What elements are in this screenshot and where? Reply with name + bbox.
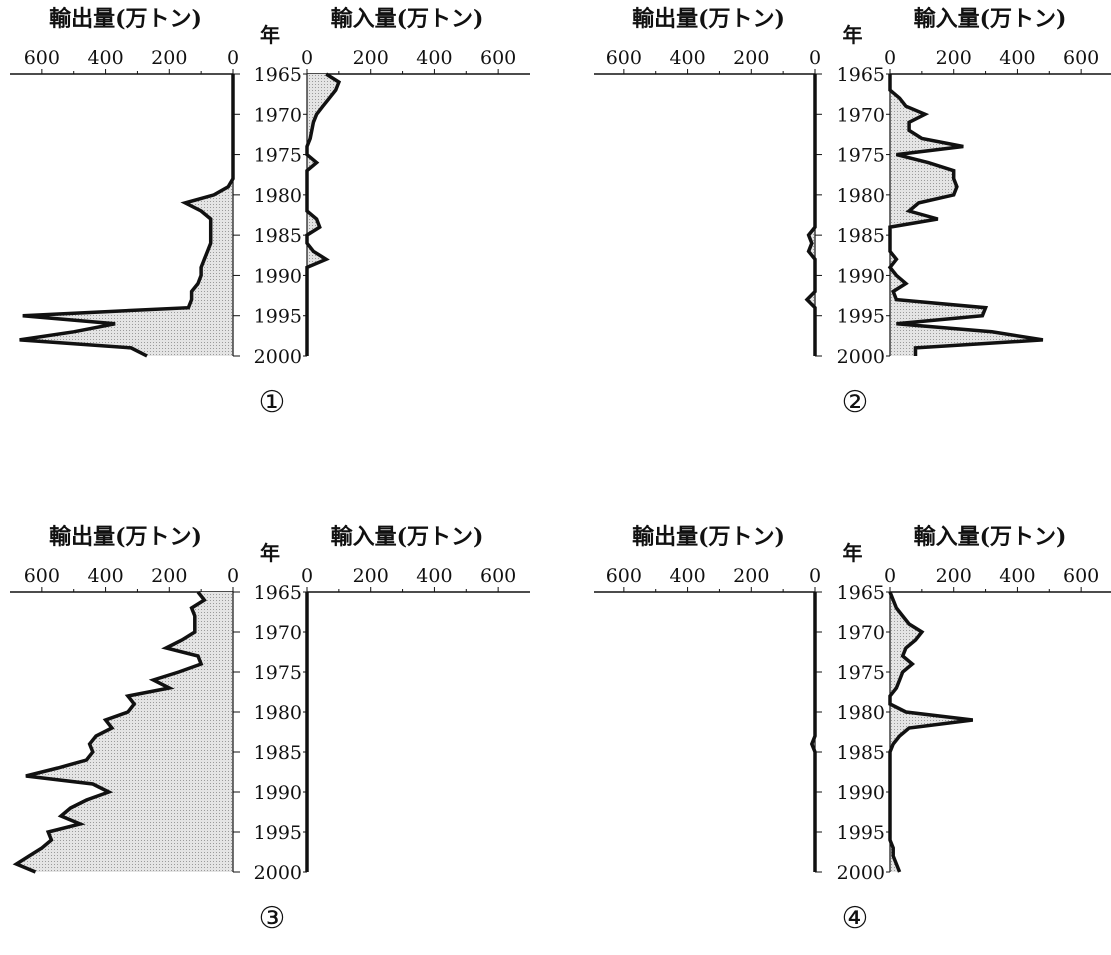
import-tick-label: 600 xyxy=(480,47,516,69)
import-tick-label: 0 xyxy=(301,565,313,587)
year-tick-label: 1990 xyxy=(837,782,885,804)
export-tick-label: 600 xyxy=(606,565,642,587)
year-tick-label: 2000 xyxy=(837,346,885,368)
import-tick-label: 600 xyxy=(1063,47,1099,69)
import-series-area xyxy=(890,74,1043,356)
year-tick-label: 1990 xyxy=(254,265,302,287)
year-tick-label: 1995 xyxy=(837,822,885,844)
year-tick-label: 1965 xyxy=(837,582,885,604)
year-tick-label: 1965 xyxy=(837,64,885,86)
year-axis-title: 年 xyxy=(260,23,280,47)
export-series-line xyxy=(12,590,207,874)
export-tick-label: 200 xyxy=(733,565,769,587)
export-axis-title: 輸出量(万トン) xyxy=(49,524,202,550)
year-tick-label: 1995 xyxy=(837,306,885,328)
year-axis-title: 年 xyxy=(260,541,280,565)
import-axis-title: 輸入量(万トン) xyxy=(914,6,1067,32)
import-tick-label: 200 xyxy=(353,565,389,587)
export-tick-label: 0 xyxy=(809,47,821,69)
year-axis-title: 年 xyxy=(843,23,863,47)
year-tick-label: 1975 xyxy=(837,145,885,167)
import-tick-label: 0 xyxy=(301,47,313,69)
year-tick-label: 1970 xyxy=(837,104,885,126)
export-series-line xyxy=(804,74,817,356)
export-tick-label: 400 xyxy=(87,565,123,587)
import-series-area xyxy=(890,592,973,872)
export-tick-label: 400 xyxy=(669,565,705,587)
panel-number-label: ② xyxy=(842,385,869,420)
year-tick-label: 2000 xyxy=(254,862,302,884)
export-tick-label: 200 xyxy=(151,47,187,69)
export-tick-label: 400 xyxy=(87,47,123,69)
year-tick-label: 2000 xyxy=(837,862,885,884)
year-tick-label: 1985 xyxy=(254,742,302,764)
year-tick-label: 1965 xyxy=(254,582,302,604)
year-tick-label: 2000 xyxy=(254,346,302,368)
export-tick-label: 0 xyxy=(227,47,239,69)
import-tick-label: 600 xyxy=(1063,565,1099,587)
year-tick-label: 1995 xyxy=(254,306,302,328)
year-tick-label: 1975 xyxy=(837,662,885,684)
import-tick-label: 200 xyxy=(936,47,972,69)
export-axis-title: 輸出量(万トン) xyxy=(49,6,202,32)
import-tick-label: 400 xyxy=(999,47,1035,69)
year-tick-label: 1980 xyxy=(254,702,302,724)
year-tick-label: 1975 xyxy=(254,145,302,167)
panel-number-label: ① xyxy=(259,385,286,420)
export-tick-label: 400 xyxy=(669,47,705,69)
export-series-area xyxy=(19,74,233,356)
import-axis-title: 輸入量(万トン) xyxy=(331,6,484,32)
year-tick-label: 1965 xyxy=(254,64,302,86)
year-tick-label: 1990 xyxy=(254,782,302,804)
year-tick-label: 1980 xyxy=(837,702,885,724)
import-axis-title: 輸入量(万トン) xyxy=(331,524,484,550)
year-tick-label: 1970 xyxy=(254,622,302,644)
import-tick-label: 600 xyxy=(480,565,516,587)
export-tick-label: 600 xyxy=(24,565,60,587)
panel-number-label: ③ xyxy=(259,901,286,936)
year-tick-label: 1980 xyxy=(254,185,302,207)
year-tick-label: 1985 xyxy=(837,742,885,764)
export-tick-label: 0 xyxy=(809,565,821,587)
panel-number-label: ④ xyxy=(842,901,869,936)
year-tick-label: 1970 xyxy=(254,104,302,126)
import-series-line xyxy=(887,74,1044,356)
export-series-area xyxy=(807,74,815,356)
import-series-area xyxy=(307,74,339,356)
year-tick-label: 1970 xyxy=(837,622,885,644)
import-tick-label: 400 xyxy=(416,565,452,587)
export-tick-label: 200 xyxy=(733,47,769,69)
year-tick-label: 1990 xyxy=(837,265,885,287)
year-tick-label: 1985 xyxy=(837,225,885,247)
year-tick-label: 1975 xyxy=(254,662,302,684)
export-tick-label: 200 xyxy=(151,565,187,587)
import-tick-label: 400 xyxy=(416,47,452,69)
export-tick-label: 0 xyxy=(227,565,239,587)
import-tick-label: 200 xyxy=(353,47,389,69)
export-tick-label: 600 xyxy=(606,47,642,69)
year-tick-label: 1985 xyxy=(254,225,302,247)
export-series-area xyxy=(16,592,234,872)
import-tick-label: 200 xyxy=(936,565,972,587)
import-axis-title: 輸入量(万トン) xyxy=(914,524,1067,550)
import-tick-label: 0 xyxy=(884,47,896,69)
export-axis-title: 輸出量(万トン) xyxy=(632,6,785,32)
export-axis-title: 輸出量(万トン) xyxy=(632,524,785,550)
export-tick-label: 600 xyxy=(24,47,60,69)
year-axis-title: 年 xyxy=(843,541,863,565)
import-tick-label: 0 xyxy=(884,565,896,587)
year-tick-label: 1980 xyxy=(837,185,885,207)
year-tick-label: 1995 xyxy=(254,822,302,844)
import-tick-label: 400 xyxy=(999,565,1035,587)
